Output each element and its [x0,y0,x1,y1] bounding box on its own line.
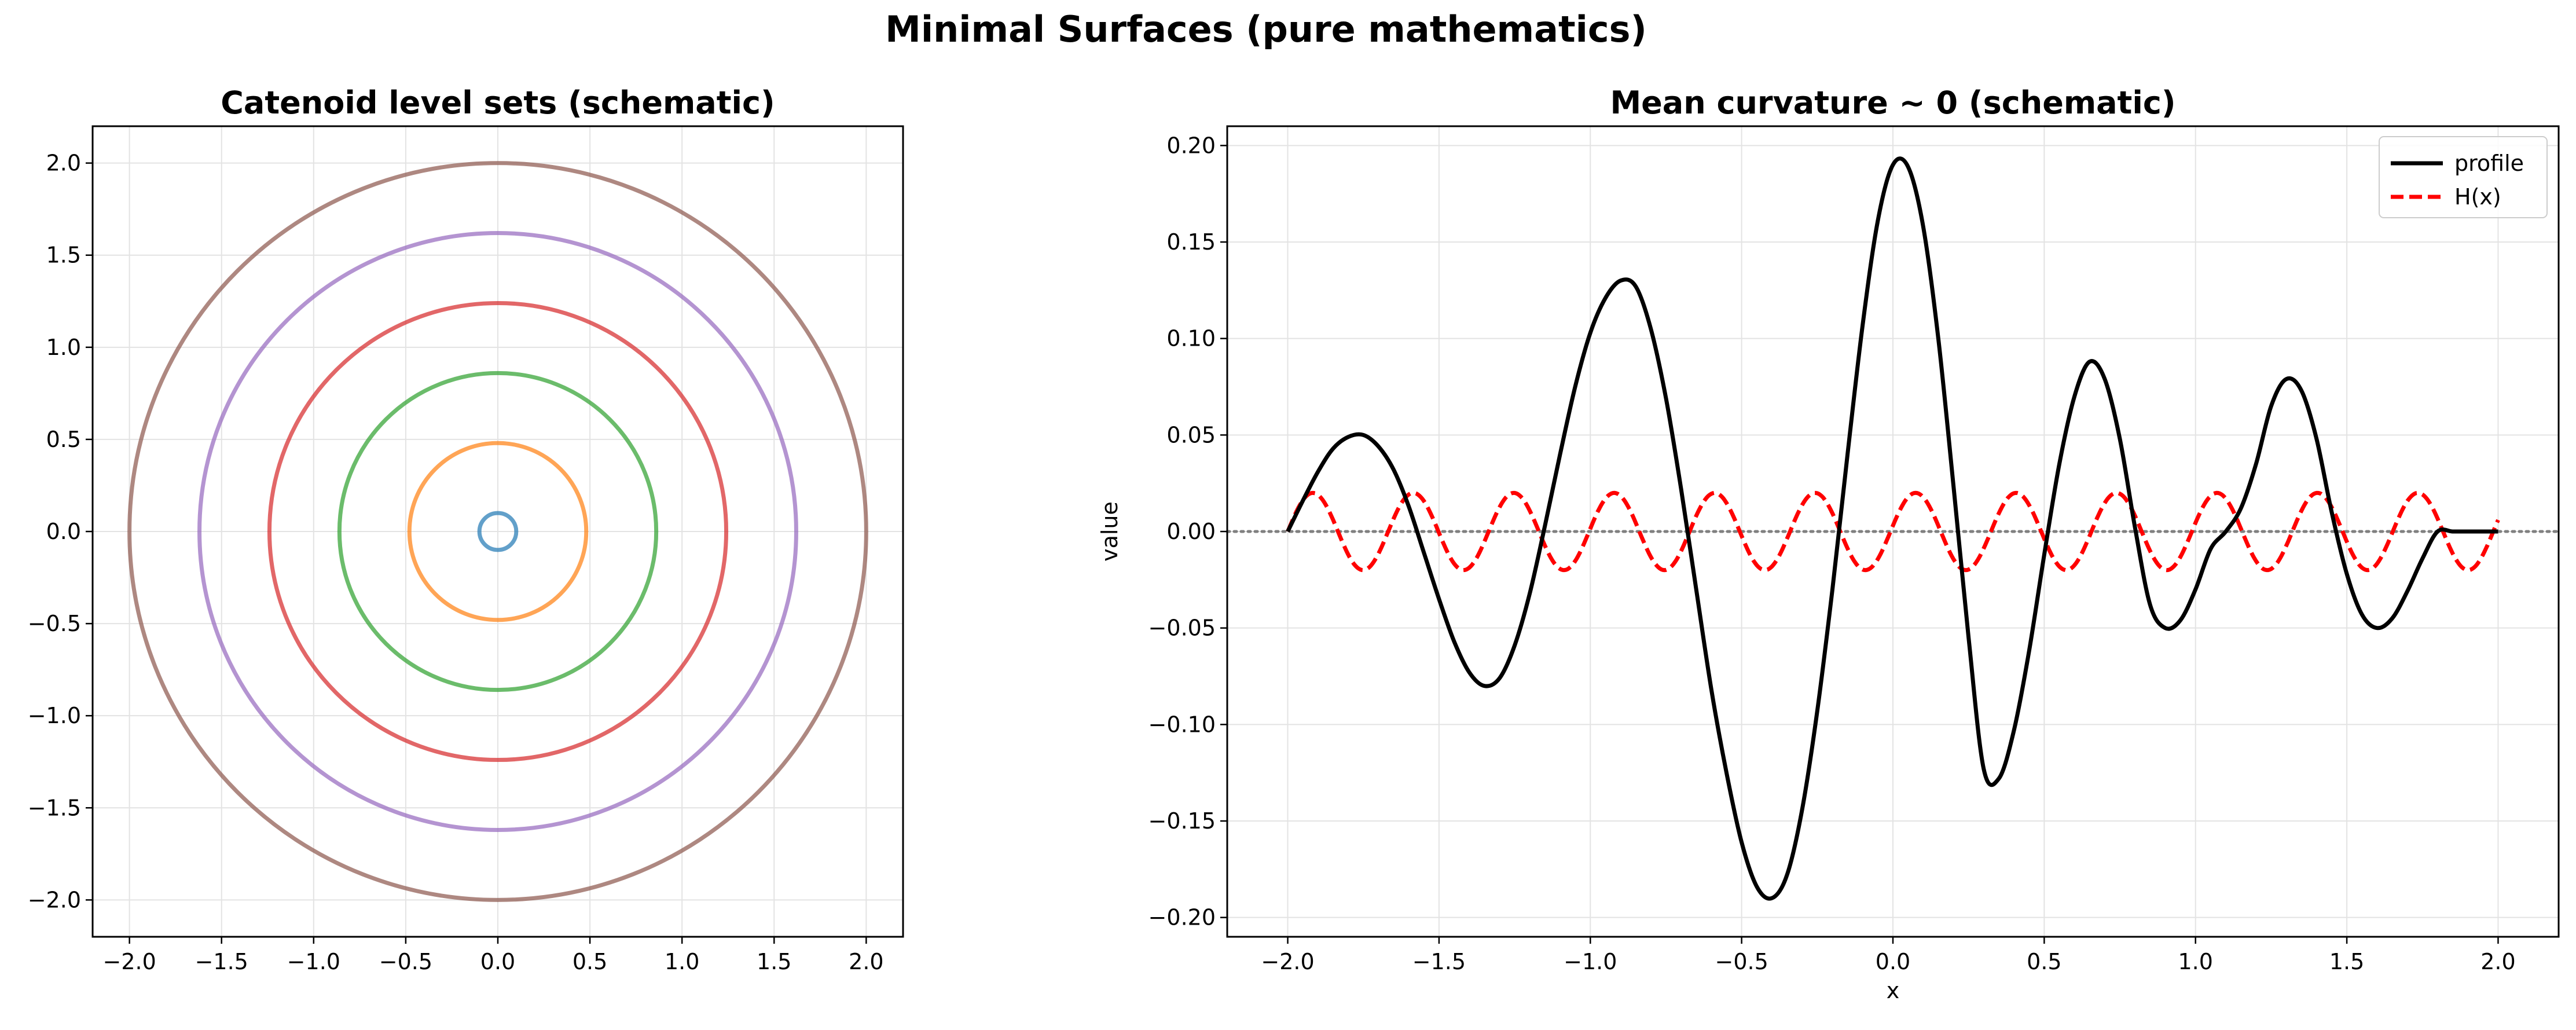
right-y-axis-label: value [1097,501,1122,562]
left-x-tick-label: 1.5 [757,949,791,974]
right-y-tick-label: 0.10 [1166,326,1216,351]
left-x-tick-label: 2.0 [849,949,883,974]
left-y-tick-label: 0.0 [46,519,81,544]
right-x-tick-label: 0.5 [2027,949,2061,974]
right-y-tick-label: 0.05 [1166,422,1216,448]
right-chart-title: Mean curvature ~ 0 (schematic) [1610,85,2175,121]
right-y-tick-label: −0.20 [1148,905,1216,930]
left-y-tick-label: −1.5 [28,795,81,820]
right-x-axis-label: x [1887,978,1900,1003]
legend-label-hx: H(x) [2454,184,2501,210]
left-x-tick-label: −1.0 [287,949,340,974]
right-x-ticks: −2.0 −1.5 −1.0 −0.5 0.0 0.5 1.0 1.5 2.0 [1261,937,2516,974]
left-y-tick-label: 1.5 [46,243,81,268]
level-set-circle [127,161,868,902]
left-x-tick-label: −0.5 [379,949,432,974]
left-chart-panel: Catenoid level sets (schematic) −2.0 −1.5… [28,85,904,974]
left-x-tick-label: −1.5 [195,949,248,974]
right-x-tick-label: 2.0 [2480,949,2515,974]
right-legend: profile H(x) [2379,136,2548,218]
series-line-profile [1286,156,2498,901]
left-circles [127,161,868,902]
right-y-tick-label: 0.20 [1166,133,1216,158]
left-grid [93,126,903,937]
left-y-ticks: −2.0 −1.5 −1.0 −0.5 0.0 0.5 1.0 1.5 2.0 [28,151,93,912]
series-line-hx [1286,490,2500,573]
level-set-circle [197,231,798,832]
right-x-tick-label: 0.0 [1876,949,1910,974]
level-set-circle [477,511,519,552]
figure-title: Minimal Surfaces (pure mathematics) [885,8,1647,50]
left-y-tick-label: 0.5 [46,427,81,452]
right-y-ticks: −0.20 −0.15 −0.10 −0.05 0.00 0.05 0.10 0.15 0.20 [1148,133,1227,930]
left-y-tick-label: −1.0 [28,703,81,728]
right-x-tick-label: −1.5 [1412,949,1466,974]
left-y-tick-label: 2.0 [46,151,81,176]
left-chart-title: Catenoid level sets (schematic) [221,85,775,121]
left-x-tick-label: 1.0 [665,949,699,974]
right-y-tick-label: 0.15 [1166,229,1216,255]
right-x-tick-label: −1.0 [1564,949,1617,974]
right-y-tick-label: −0.05 [1148,615,1216,641]
left-x-tick-label: −2.0 [102,949,156,974]
legend-label-profile: profile [2454,151,2524,176]
level-set-circle [267,300,729,763]
right-x-tick-label: −0.5 [1715,949,1768,974]
level-set-circle [407,441,589,622]
right-series [1225,156,2560,901]
right-x-tick-label: 1.5 [2329,949,2364,974]
left-y-tick-label: 1.0 [46,335,81,360]
right-y-tick-label: 0.00 [1166,519,1216,544]
right-y-tick-label: −0.15 [1148,808,1216,834]
left-x-ticks: −2.0 −1.5 −1.0 −0.5 0.0 0.5 1.0 1.5 2.0 [102,937,884,974]
left-y-tick-label: −0.5 [28,611,81,636]
right-chart-panel: Mean curvature ~ 0 (schematic) −2.0 −1.5−… [1097,85,2560,1003]
right-y-tick-label: −0.10 [1148,712,1216,737]
level-set-circle [337,371,659,692]
left-y-tick-label: −2.0 [28,887,81,912]
left-x-tick-label: 0.0 [480,949,515,974]
right-x-tick-label: −2.0 [1261,949,1314,974]
left-x-tick-label: 0.5 [573,949,607,974]
right-x-tick-label: 1.0 [2178,949,2213,974]
